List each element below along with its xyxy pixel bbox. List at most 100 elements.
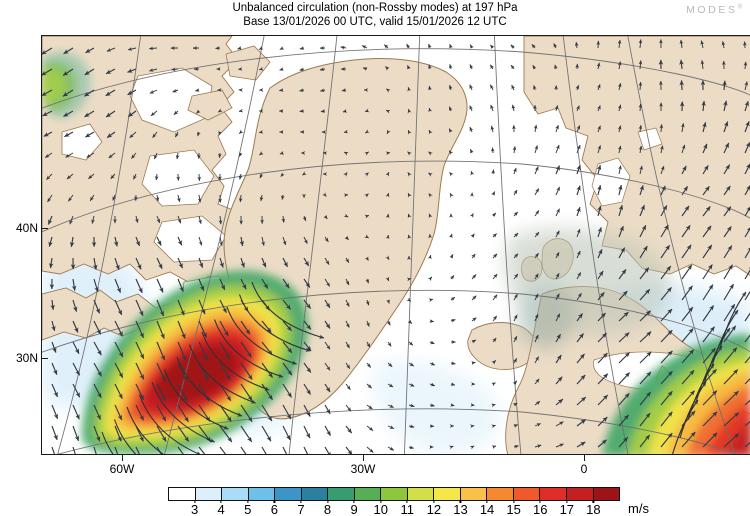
wind-vector <box>173 110 179 115</box>
wind-vector <box>66 173 74 180</box>
wind-vector <box>345 425 353 434</box>
wind-vector <box>72 446 76 454</box>
wind-vector <box>534 188 540 196</box>
colorbar-tick-mark-5 <box>247 500 249 503</box>
wind-vector <box>429 382 436 387</box>
wind-vector <box>491 191 496 196</box>
wind-vector <box>744 265 750 280</box>
wind-vector <box>127 68 137 73</box>
wind-vector <box>135 404 145 421</box>
wind-vector <box>135 362 145 380</box>
wind-vector <box>618 392 630 406</box>
wind-vector <box>261 320 272 333</box>
wind-vector <box>489 84 494 91</box>
colorbar <box>168 487 620 501</box>
wind-vector <box>491 424 496 429</box>
wind-vector <box>197 131 201 137</box>
wind-vector <box>723 283 734 301</box>
wind-vector <box>597 270 604 280</box>
wind-vector <box>156 236 162 246</box>
wind-vector <box>513 253 519 259</box>
wind-vector <box>744 246 750 259</box>
wind-vector <box>259 173 264 179</box>
wind-vector <box>471 295 477 301</box>
wind-vector <box>449 44 453 49</box>
wind-vector <box>303 257 310 267</box>
wind-vector <box>42 68 53 76</box>
wind-vector <box>44 152 53 158</box>
wind-vector <box>555 293 560 301</box>
wind-vector <box>364 193 369 198</box>
wind-vector <box>303 362 312 373</box>
wind-vector <box>639 288 651 301</box>
wind-vector <box>366 383 372 389</box>
wind-vector <box>533 124 538 133</box>
wind-vector <box>491 382 496 387</box>
wind-vector <box>42 89 53 97</box>
wind-vector <box>638 60 643 70</box>
wind-vector <box>744 226 750 238</box>
nw-weak-maximum-shading <box>42 51 91 119</box>
wind-vector <box>149 46 158 51</box>
wind-vector <box>639 185 644 196</box>
wind-vector <box>113 236 119 247</box>
wind-vector <box>385 192 390 198</box>
wind-vector <box>303 446 310 454</box>
colorbar-tick-mark-4 <box>220 500 222 503</box>
wind-vector <box>702 326 715 343</box>
wind-vector <box>114 278 122 293</box>
wind-vector <box>639 225 647 238</box>
wind-vector <box>469 64 474 70</box>
wind-vector <box>723 369 739 385</box>
wind-vector <box>532 85 537 91</box>
wind-vector <box>303 383 311 395</box>
wind-vector <box>428 43 432 49</box>
wind-vector <box>660 308 673 322</box>
wind-vector <box>723 121 729 133</box>
wind-vector <box>513 273 519 280</box>
wind-vector <box>639 267 650 280</box>
wind-vector <box>175 152 180 160</box>
wind-vector <box>345 404 352 412</box>
wind-vector <box>679 39 684 49</box>
wind-vector <box>492 273 498 280</box>
wind-vector <box>407 151 412 156</box>
wind-vector <box>575 105 580 112</box>
wind-vector <box>48 236 53 247</box>
wind-vector <box>261 383 273 401</box>
colorbar-tick-label-14: 14 <box>479 502 495 516</box>
wind-vector <box>385 171 390 177</box>
wind-vector <box>324 341 331 350</box>
map-plot-area <box>41 35 750 455</box>
wind-vector <box>679 59 684 70</box>
wind-vector <box>219 299 227 314</box>
colorbar-bin-0 <box>169 488 195 500</box>
wind-vector <box>324 320 331 329</box>
wind-vector <box>282 236 287 246</box>
wind-vector <box>282 425 291 441</box>
wind-vector <box>135 446 140 454</box>
land-baltic <box>591 157 631 207</box>
jet-flow-arrow <box>213 319 284 378</box>
wind-vector <box>240 320 251 335</box>
wind-vector <box>261 257 267 268</box>
wind-vector <box>596 164 602 175</box>
wind-vector <box>154 173 159 181</box>
wind-vector <box>597 125 601 133</box>
axis-tick-lat-40n <box>41 228 48 230</box>
wind-vector <box>618 247 626 259</box>
wind-vector <box>387 341 392 347</box>
wind-vector <box>660 287 672 301</box>
wind-vector <box>639 165 643 175</box>
wind-vector <box>114 362 124 378</box>
wind-vector <box>576 353 585 364</box>
colorbar-bin-4 <box>274 488 301 500</box>
wind-vector <box>177 446 184 454</box>
wind-vector <box>597 205 602 217</box>
wind-vector <box>638 125 643 133</box>
wind-vector <box>597 373 609 385</box>
wind-vector <box>407 319 413 325</box>
modes-logo: MODES® <box>686 4 742 16</box>
wind-vector <box>135 236 141 247</box>
wind-vector <box>93 278 99 293</box>
